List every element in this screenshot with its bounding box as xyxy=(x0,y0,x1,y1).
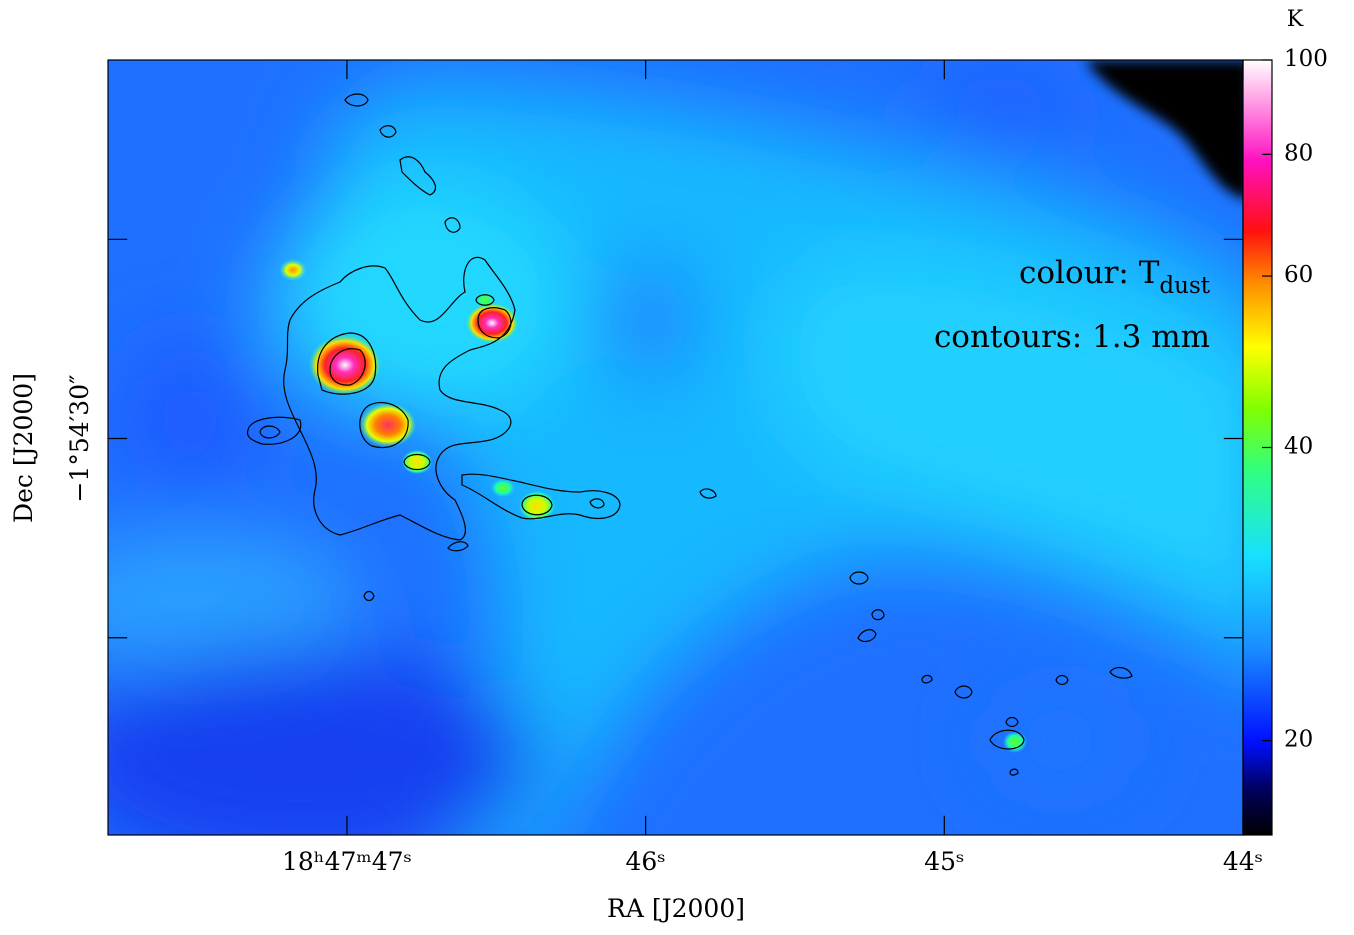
map-image xyxy=(108,60,1243,835)
colorbar-tick-label: 100 xyxy=(1284,46,1328,72)
x-tick-label: 18ʰ47ᵐ47ˢ xyxy=(282,847,412,876)
colorbar-tick-label: 40 xyxy=(1284,434,1313,460)
x-axis-label: RA [J2000] xyxy=(607,894,745,923)
y-axis-label: Dec [J2000] xyxy=(9,373,38,523)
colorbar-tick-label: 60 xyxy=(1284,262,1313,288)
colorbar-tick-label: 20 xyxy=(1284,727,1313,753)
x-tick-label: 46ˢ xyxy=(626,847,666,876)
y-tick-label: −1°54′30″ xyxy=(65,375,94,503)
colorbar-tick-label: 80 xyxy=(1284,140,1313,166)
contours xyxy=(246,93,1133,776)
annotation-subscript: dust xyxy=(1159,273,1210,299)
annotation: contours: 1.3 mm xyxy=(934,319,1210,355)
x-tick-label: 45ˢ xyxy=(924,847,964,876)
colorbar-unit: K xyxy=(1287,7,1304,32)
x-tick-label: 44ˢ xyxy=(1223,847,1263,876)
annotation-text: colour: T xyxy=(1019,255,1160,291)
annotation: colour: Tdust xyxy=(1019,255,1211,299)
